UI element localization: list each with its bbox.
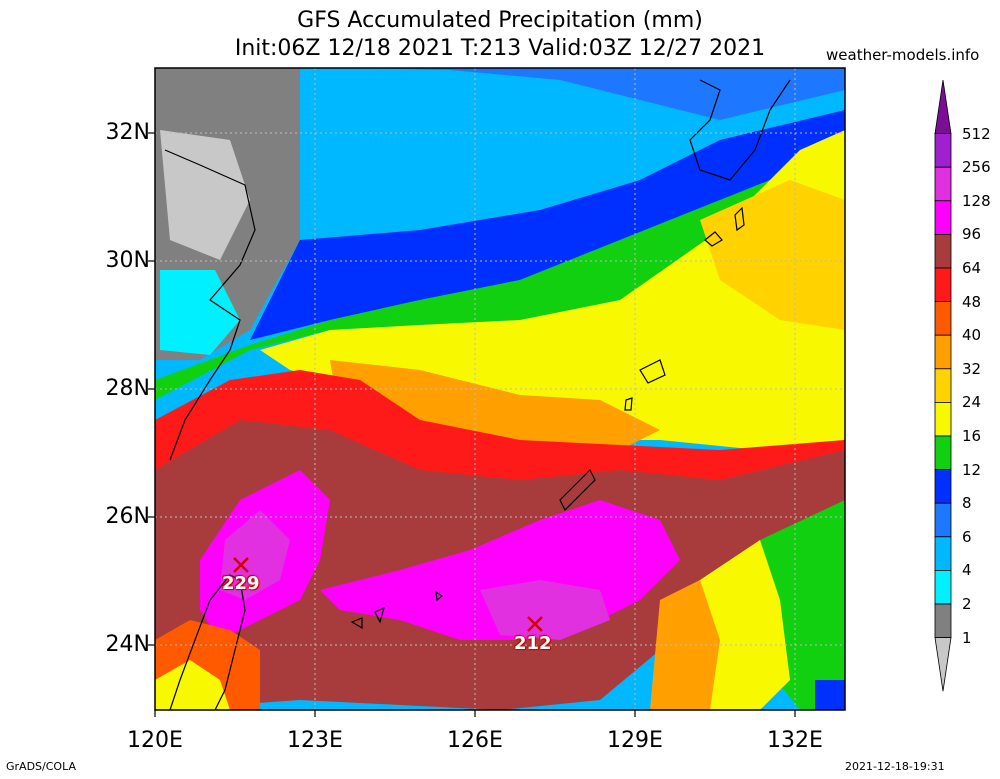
lon-label: 132E — [767, 728, 823, 753]
lat-label: 28N — [105, 376, 150, 401]
colorbar-label: 32 — [962, 359, 982, 378]
lon-label: 126E — [447, 728, 503, 753]
lon-label: 123E — [287, 728, 343, 753]
colorbar-swatch — [934, 637, 952, 692]
colorbar-label: 24 — [962, 393, 982, 412]
colorbar-label: 64 — [962, 259, 982, 277]
colorbar-swatch — [934, 368, 952, 403]
colorbar-label: 8 — [962, 494, 972, 513]
colorbar-swatch — [934, 301, 952, 336]
colorbar-swatch — [934, 570, 952, 605]
colorbar — [934, 79, 952, 692]
max-value-label: 212 — [514, 633, 552, 654]
colorbar-swatch — [934, 536, 952, 571]
colorbar-label: 256 — [962, 158, 991, 177]
colorbar-swatch — [934, 502, 952, 538]
colorbar-swatch — [934, 435, 952, 470]
colorbar-label: 6 — [962, 527, 972, 546]
colorbar-swatch — [934, 603, 952, 638]
footer-credit: GrADS/COLA — [6, 760, 76, 773]
lon-label: 129E — [607, 728, 663, 753]
colorbar-swatch — [934, 133, 952, 168]
colorbar-label: 16 — [962, 427, 982, 445]
chart-title: GFS Accumulated Precipitation (mm) — [297, 8, 703, 33]
colorbar-label: 96 — [962, 225, 982, 244]
colorbar-swatch — [934, 200, 952, 235]
colorbar-label: 12 — [962, 460, 982, 479]
source-site: weather-models.info — [826, 46, 980, 64]
chart-subtitle: Init:06Z 12/18 2021 T:213 Valid:03Z 12/2… — [234, 36, 766, 61]
colorbar-label: 48 — [962, 292, 982, 311]
footer-timestamp: 2021-12-18-19:31 — [845, 760, 945, 773]
colorbar-swatch — [934, 267, 952, 302]
max-markers — [233, 557, 543, 632]
lat-label: 30N — [105, 248, 150, 273]
colorbar-label: 40 — [962, 326, 982, 345]
colorbar-swatch — [934, 79, 952, 135]
colorbar-swatch — [934, 334, 952, 370]
colorbar-swatch — [934, 166, 952, 202]
lat-label: 24N — [105, 632, 150, 657]
lon-label: 120E — [127, 728, 183, 753]
colorbar-label: 4 — [962, 561, 972, 580]
max-value-label: 229 — [222, 573, 260, 594]
colorbar-label: 512 — [962, 124, 991, 143]
graticule — [154, 68, 845, 710]
colorbar-label: 128 — [962, 191, 991, 210]
lat-label: 32N — [105, 120, 150, 145]
lat-label: 26N — [105, 504, 150, 529]
colorbar-swatch — [934, 233, 952, 269]
colorbar-swatch — [934, 401, 952, 437]
colorbar-label: 1 — [962, 628, 972, 647]
colorbar-swatch — [934, 469, 952, 504]
colorbar-label: 2 — [962, 595, 972, 613]
